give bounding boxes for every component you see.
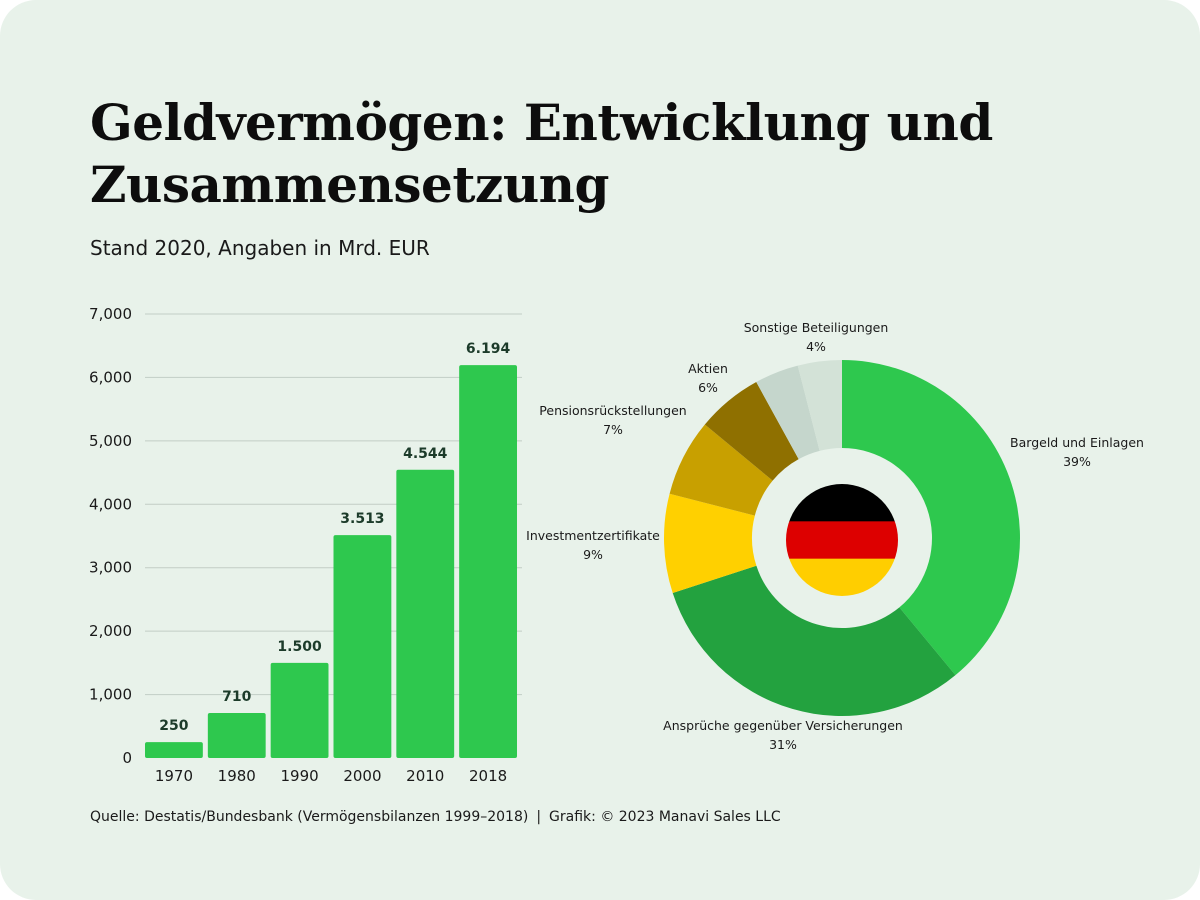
- donut-slice: [797, 360, 842, 451]
- donut-slice: [664, 493, 757, 594]
- bar: [459, 365, 517, 758]
- slice-percent-label: 31%: [769, 737, 797, 752]
- footer-separator: |: [536, 809, 542, 825]
- donut-slice: [672, 565, 956, 716]
- slice-label: Pensionsrückstellungen: [539, 403, 686, 418]
- x-tick-label: 2000: [343, 767, 381, 785]
- y-tick-label: 4,000: [89, 495, 132, 513]
- bar-value-label: 250: [159, 718, 188, 734]
- flag-stripe: [786, 521, 898, 560]
- x-tick-label: 1980: [218, 767, 256, 785]
- bar-value-label: 1.500: [277, 639, 322, 655]
- source-note: Quelle: Destatis/Bundesbank (Vermögensbi…: [90, 809, 529, 825]
- y-tick-label: 1,000: [89, 686, 132, 704]
- page-subtitle: Stand 2020, Angaben in Mrd. EUR: [90, 236, 430, 260]
- y-tick-label: 7,000: [89, 305, 132, 323]
- bar-value-label: 710: [222, 689, 251, 705]
- x-tick-label: 2018: [469, 767, 507, 785]
- slice-label: Investmentzertifikate: [526, 528, 660, 543]
- y-tick-label: 6,000: [89, 368, 132, 386]
- slice-percent-label: 4%: [806, 339, 826, 354]
- bar: [333, 535, 392, 758]
- x-tick-label: 1970: [155, 767, 193, 785]
- x-tick-label: 2010: [406, 767, 444, 785]
- slice-percent-label: 9%: [583, 547, 603, 562]
- bar: [207, 712, 266, 758]
- y-tick-label: 3,000: [89, 559, 132, 577]
- slice-label: Aktien: [688, 361, 728, 376]
- donut-slice: [756, 365, 820, 460]
- bar-value-label: 4.544: [403, 446, 448, 462]
- y-tick-label: 5,000: [89, 432, 132, 450]
- slice-label: Ansprüche gegenüber Versicherungen: [663, 718, 903, 733]
- bar: [270, 662, 329, 758]
- y-tick-label: 0: [122, 749, 132, 767]
- bar-value-label: 3.513: [340, 511, 384, 527]
- germany-flag-icon: [786, 484, 898, 596]
- slice-percent-label: 6%: [698, 380, 718, 395]
- donut-slice: [842, 360, 1021, 676]
- bar-value-label: 6.194: [466, 341, 511, 357]
- slice-percent-label: 7%: [603, 422, 623, 437]
- donut-slice: [669, 424, 773, 516]
- x-tick-label: 1990: [280, 767, 318, 785]
- credit-note: Grafik: © 2023 Manavi Sales LLC: [549, 809, 781, 825]
- footer: Quelle: Destatis/Bundesbank (Vermögensbi…: [90, 809, 781, 825]
- flag-stripe: [786, 558, 898, 596]
- bar: [396, 469, 455, 758]
- bar: [145, 742, 203, 758]
- flag-stripe: [786, 484, 898, 522]
- page-title: Geldvermögen: Entwicklung und Zusammense…: [90, 93, 993, 214]
- slice-label: Sonstige Beteiligungen: [744, 320, 889, 335]
- slice-label: Bargeld und Einlagen: [1010, 435, 1144, 450]
- y-tick-label: 2,000: [89, 622, 132, 640]
- slice-percent-label: 39%: [1063, 454, 1091, 469]
- donut-slice: [704, 382, 799, 481]
